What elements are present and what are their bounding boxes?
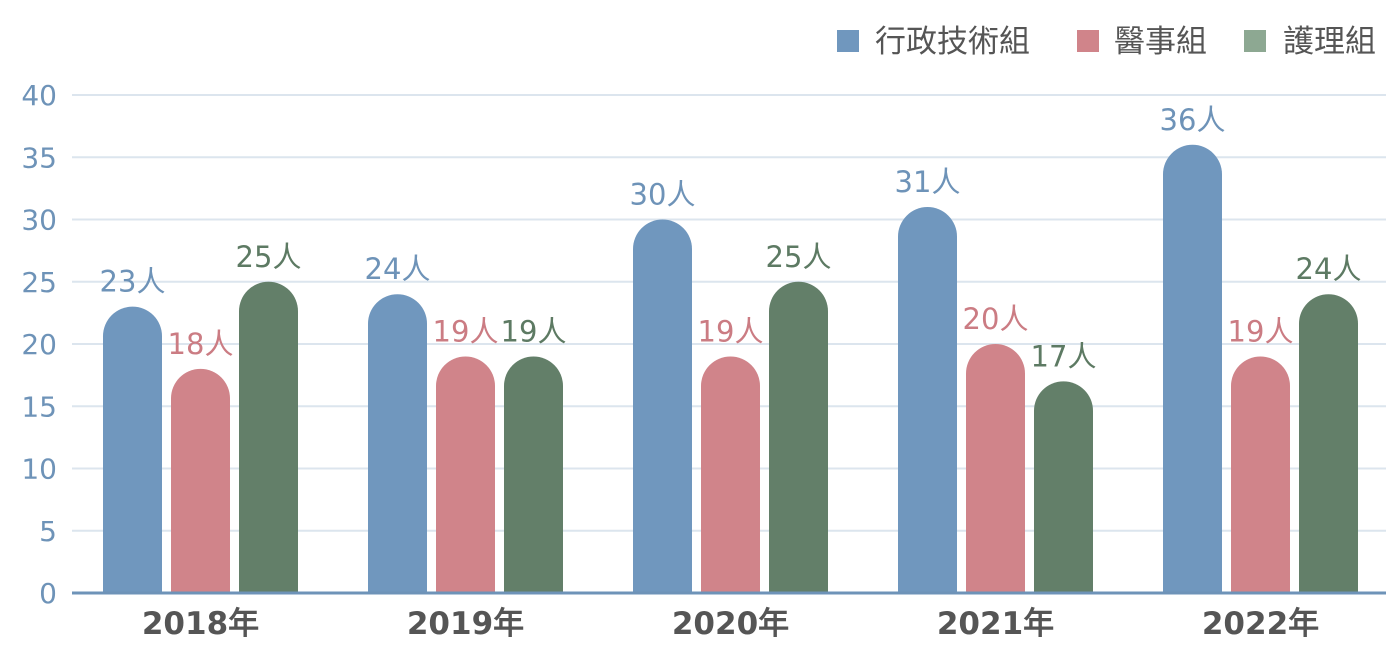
data-label-1-2: 24人 (365, 252, 431, 286)
bar-2-3 (701, 356, 760, 593)
data-label-2-3: 19人 (698, 314, 764, 348)
x-axis: 2018年 2019年 2020年 2021年 2022年 (72, 591, 1386, 642)
bar-2-4 (966, 344, 1025, 593)
data-label-3-2: 19人 (501, 314, 567, 348)
y-axis: 0 5 10 15 20 25 30 35 40 (21, 79, 57, 610)
bar-3-5 (1299, 294, 1358, 593)
x-tick-label-1: 2018年 (142, 606, 259, 642)
bar-3-1 (239, 281, 298, 593)
data-label-1-1: 23人 (100, 265, 166, 299)
legend-swatch-2 (1077, 30, 1099, 52)
legend-item-2: 醫事組 (1077, 24, 1207, 60)
legend-swatch-1 (837, 30, 859, 52)
bar-1-2 (368, 294, 427, 593)
x-tick-label-4: 2021年 (937, 606, 1054, 642)
bar-2-1 (171, 368, 230, 593)
data-label-3-4: 17人 (1031, 339, 1097, 373)
bar-3-2 (504, 356, 563, 593)
y-tick-label-30: 30 (21, 204, 57, 237)
y-tick-label-0: 0 (39, 577, 57, 610)
legend-label-2: 醫事組 (1114, 24, 1207, 60)
legend-item-3: 護理組 (1244, 24, 1376, 60)
legend-item-1: 行政技術組 (837, 24, 1030, 60)
y-tick-label-10: 10 (21, 453, 57, 486)
bar-1-4 (898, 207, 957, 594)
data-label-1-4: 31人 (895, 165, 961, 199)
bar-2-2 (436, 356, 495, 593)
data-label-3-5: 24人 (1296, 252, 1362, 286)
y-tick-label-40: 40 (21, 79, 57, 112)
data-label-3-3: 25人 (766, 240, 832, 274)
bar-3-3 (769, 281, 828, 593)
y-tick-label-20: 20 (21, 328, 57, 361)
bar-3-4 (1034, 381, 1093, 593)
data-label-3-1: 25人 (236, 240, 302, 274)
bars-layer (103, 144, 1358, 594)
x-tick-label-5: 2022年 (1202, 606, 1319, 642)
data-label-1-3: 30人 (630, 178, 696, 212)
data-label-1-5: 36人 (1160, 103, 1226, 137)
data-label-2-4: 20人 (963, 302, 1029, 336)
y-tick-label-35: 35 (21, 141, 57, 174)
bar-2-5 (1231, 356, 1290, 593)
legend: 行政技術組 醫事組 護理組 (837, 24, 1376, 60)
x-tick-label-3: 2020年 (672, 606, 789, 642)
y-tick-label-15: 15 (21, 390, 57, 423)
bar-1-5 (1163, 144, 1222, 594)
legend-label-1: 行政技術組 (875, 24, 1030, 60)
x-tick-label-2: 2019年 (407, 606, 524, 642)
legend-label-3: 護理組 (1283, 24, 1376, 60)
legend-swatch-3 (1244, 30, 1266, 52)
bar-1-3 (633, 219, 692, 593)
y-tick-label-25: 25 (21, 266, 57, 299)
data-label-2-2: 19人 (433, 314, 499, 348)
y-tick-label-5: 5 (39, 515, 57, 548)
data-label-2-1: 18人 (168, 327, 234, 361)
bar-1-1 (103, 306, 162, 593)
data-label-2-5: 19人 (1228, 314, 1294, 348)
